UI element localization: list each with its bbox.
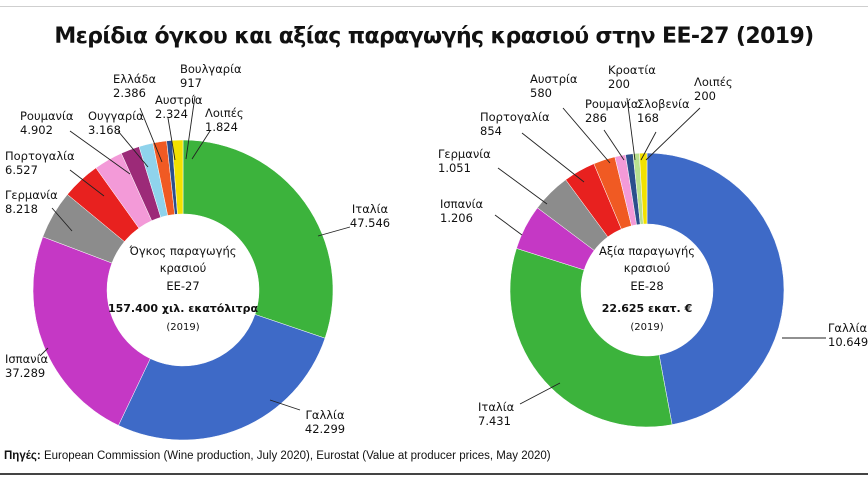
slice-label-2-6: Αυστρία [530, 72, 578, 86]
center-line-2-1: κρασιού [160, 261, 207, 275]
slice-label-2-9: Σλοβενία [637, 97, 690, 111]
slice-value-1-2: 42.299 [305, 422, 345, 436]
slice-label-2-3: Ισπανία [440, 197, 483, 211]
slice-label-2-8: Κροατία [608, 63, 656, 77]
slice-value-1-11: 1.824 [205, 120, 238, 134]
slice-label-1-5: Πορτογαλία [5, 149, 75, 163]
slice-2-2 [509, 248, 673, 428]
center-line-1-2: Αξία παραγωγής [599, 244, 695, 258]
leader-line-1-6 [69, 130, 131, 175]
slice-value-2-1: 10.649 [828, 335, 868, 349]
leader-line-1-10 [185, 95, 196, 160]
center-line-4-1: 157.400 χιλ. εκατόλιτρα [108, 302, 258, 315]
slice-value-2-7: 286 [585, 111, 607, 125]
leader-line-1-5 [69, 169, 105, 197]
slice-value-1-9: 2.324 [155, 107, 188, 121]
slice-label-2-2: Ιταλία [478, 400, 515, 414]
slice-value-2-6: 580 [530, 86, 552, 100]
center-line-1-1: Όγκος παραγωγής [128, 244, 236, 258]
leader-line-2-4 [497, 167, 548, 205]
slice-value-1-3: 37.289 [5, 366, 45, 380]
leader-line-1-3 [39, 347, 49, 357]
chart-title: Μερίδια όγκου και αξίας παραγωγής κρασιο… [54, 24, 814, 49]
slice-label-1-4: Γερμανία [5, 188, 58, 202]
center-line-5-2: (2019) [630, 322, 663, 333]
leader-line-2-2 [519, 382, 561, 405]
slice-label-1-11: Λοιπές [205, 106, 244, 120]
slice-label-2-7: Ρουμανία [585, 97, 639, 111]
slice-label-1-7: Ουγγαρία [88, 109, 144, 123]
slice-label-2-1: Γαλλία [828, 321, 867, 335]
slice-value-1-7: 3.168 [88, 123, 121, 137]
center-line-2-2: κρασιού [624, 261, 671, 275]
slice-value-2-9: 168 [637, 111, 659, 125]
slice-value-1-5: 6.527 [5, 163, 38, 177]
slice-label-2-4: Γερμανία [438, 147, 491, 161]
leader-line-1-2 [269, 399, 301, 411]
leader-line-1-11 [191, 130, 211, 160]
slice-value-2-5: 854 [480, 124, 502, 138]
slice-value-1-10: 917 [180, 76, 202, 90]
slice-label-1-8: Ελλάδα [113, 72, 156, 86]
slice-label-1-2: Γαλλία [305, 408, 344, 422]
bottom-rule [0, 473, 868, 475]
center-line-3-2: ΕΕ-28 [630, 279, 663, 293]
slice-1-1 [182, 139, 334, 339]
slice-value-2-4: 1.051 [438, 161, 471, 175]
leader-line-2-5 [521, 132, 585, 183]
source-label: Πηγές: [4, 450, 41, 462]
slice-label-1-10: Βουλγαρία [180, 62, 242, 76]
leader-line-1-8 [139, 107, 163, 163]
leader-line-2-7 [603, 129, 625, 161]
slice-label-1-3: Ισπανία [5, 352, 48, 366]
slice-1-3 [32, 236, 151, 426]
slice-value-1-4: 8.218 [5, 202, 38, 216]
slice-value-2-3: 1.206 [440, 211, 473, 225]
source-note: Πηγές: European Commission (Wine product… [4, 450, 551, 462]
leader-line-1-7 [117, 130, 149, 168]
slice-value-1-8: 2.386 [113, 86, 146, 100]
slice-label-1-9: Αυστρία [155, 93, 203, 107]
slice-label-1-6: Ρουμανία [20, 109, 74, 123]
slice-1-2 [118, 314, 326, 441]
leader-line-2-9 [640, 131, 657, 161]
slice-value-1-6: 4.902 [20, 123, 53, 137]
slice-value-2-2: 7.431 [478, 414, 511, 428]
center-line-5-1: (2019) [166, 322, 199, 333]
slice-value-1-1: 47.546 [350, 216, 390, 230]
slice-value-2-8: 200 [608, 77, 630, 91]
source-text: European Commission (Wine production, Ju… [43, 450, 551, 462]
slice-label-2-10: Λοιπές [694, 75, 733, 89]
leader-line-2-10 [645, 107, 701, 161]
top-rule [0, 6, 868, 7]
slice-label-1-1: Ιταλία [352, 202, 389, 216]
leader-line-1-4 [51, 207, 73, 232]
center-line-4-2: 22.625 εκατ. € [602, 302, 692, 315]
leader-line-1-1 [317, 226, 351, 237]
slice-2-1 [646, 152, 785, 425]
leader-line-1-9 [167, 117, 176, 161]
slice-2-10 [639, 152, 648, 225]
leader-line-2-3 [494, 214, 523, 236]
center-line-3-1: ΕΕ-27 [166, 279, 199, 293]
slice-value-2-10: 200 [694, 89, 716, 103]
leader-line-2-8 [626, 97, 636, 161]
slice-label-2-5: Πορτογαλία [480, 110, 550, 124]
leader-line-2-6 [562, 107, 611, 164]
